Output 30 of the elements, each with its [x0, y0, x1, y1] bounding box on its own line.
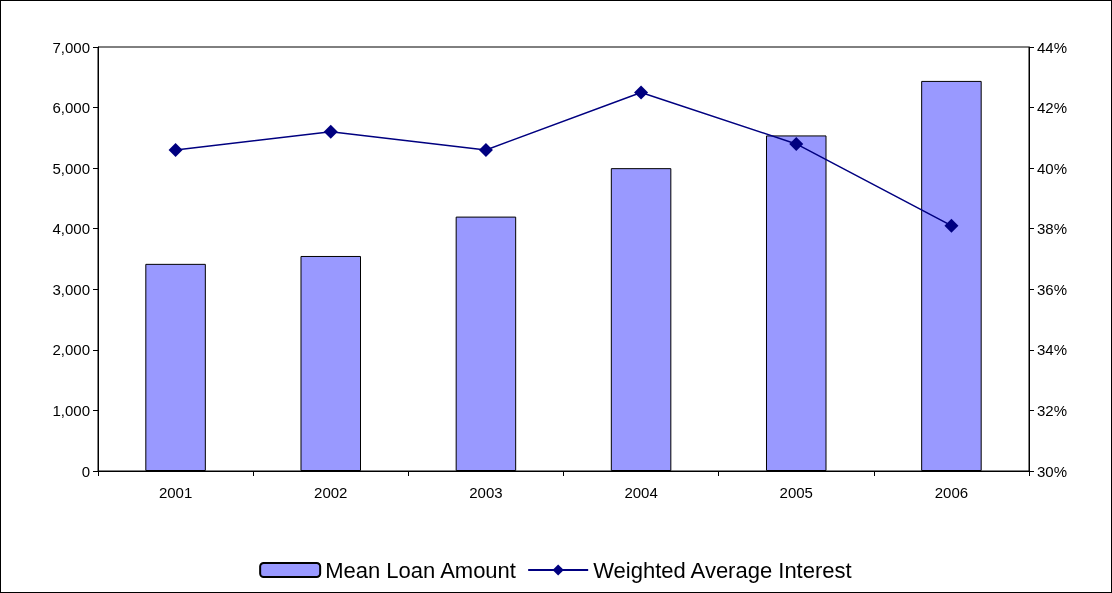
y2-tick-label: 38%: [1037, 220, 1068, 238]
x-tick-label: 2006: [934, 484, 969, 501]
y2-tick-label: 30%: [1037, 462, 1068, 480]
y-tick-label: 7,000: [52, 38, 90, 56]
legend-label: Weighted Average Interest: [593, 557, 852, 583]
y2-tick-label: 42%: [1037, 99, 1068, 117]
x-tick-label: 2004: [624, 484, 658, 501]
x-tick-label: 2005: [779, 484, 813, 501]
y2-tick-label: 40%: [1037, 159, 1068, 177]
legend-label: Mean Loan Amount: [325, 557, 516, 583]
point: [634, 85, 649, 100]
y-tick-label: 4,000: [52, 220, 90, 238]
x-tick-label: 2001: [158, 484, 193, 501]
point: [323, 124, 338, 139]
y2-tick-label: 32%: [1037, 401, 1068, 419]
y-tick-label: 6,000: [52, 99, 90, 117]
point: [478, 142, 493, 157]
point: [789, 136, 804, 151]
y2-tick-label: 34%: [1037, 341, 1068, 359]
x-tick-label: 2002: [314, 484, 348, 501]
x-tick-label: 2003: [469, 484, 503, 501]
y-tick-label: 0: [81, 462, 90, 480]
point: [168, 142, 183, 157]
y-tick-label: 2,000: [52, 341, 90, 359]
y2-tick-label: 36%: [1037, 280, 1068, 298]
point: [944, 218, 959, 233]
y-tick-label: 1,000: [52, 401, 90, 419]
y-tick-label: 3,000: [52, 280, 90, 298]
y2-tick-label: 44%: [1037, 38, 1068, 56]
y-tick-label: 5,000: [52, 159, 90, 177]
